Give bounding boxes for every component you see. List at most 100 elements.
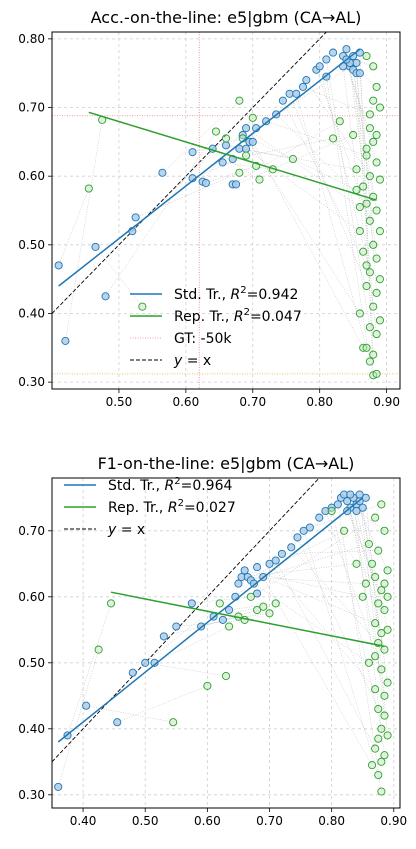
y-tick-label: 0.60 (18, 169, 45, 183)
pairing-line (349, 66, 374, 245)
legend-label: y = x (107, 522, 145, 538)
pairing-line (340, 497, 385, 531)
data-point (265, 609, 274, 618)
pairing-line (192, 138, 243, 153)
y-tick-label: 0.30 (18, 375, 45, 389)
data-point (371, 513, 380, 522)
pairing-line (117, 685, 208, 723)
data-point (278, 96, 287, 105)
y-tick-label: 0.50 (18, 238, 45, 252)
data-point (365, 110, 374, 119)
data-point (106, 599, 116, 608)
data-point (218, 158, 227, 167)
data-point (248, 137, 257, 146)
data-point (372, 158, 381, 167)
data-point (380, 711, 389, 720)
pairing-line (319, 66, 371, 273)
pairing-line (326, 76, 371, 362)
data-point (343, 497, 352, 506)
data-point (362, 151, 371, 160)
data-point (359, 247, 368, 256)
data-point (54, 261, 63, 270)
pairing-line (266, 121, 367, 156)
y-tick-label: 0.30 (18, 788, 45, 802)
data-point (371, 652, 380, 661)
data-point (371, 685, 380, 694)
data-point (221, 141, 231, 150)
data-point (371, 744, 380, 753)
chart-title: F1-on-the-line: e5|gbm (CA→AL) (98, 454, 355, 473)
x-tick-label: 0.40 (70, 814, 97, 828)
fit-line-std-tr (57, 497, 364, 743)
data-point (84, 184, 93, 193)
data-point (375, 275, 384, 284)
data-point (372, 369, 381, 378)
pairing-line (297, 537, 379, 710)
pairing-line (309, 504, 382, 528)
pairing-line (232, 138, 334, 160)
legend: Std. Tr., R2=0.942 Rep. Tr., R2=0.047 GT: … (130, 285, 302, 369)
data-point (349, 130, 358, 140)
pairing-line (222, 162, 273, 170)
data-point (287, 543, 296, 552)
data-point (277, 549, 286, 558)
x-tick-label: 0.70 (239, 395, 266, 409)
data-point (298, 82, 308, 91)
data-point (242, 124, 251, 133)
data-point (365, 357, 374, 366)
pairing-line (192, 155, 247, 179)
data-point (372, 254, 381, 263)
data-point (355, 227, 364, 236)
pairing-line (302, 86, 370, 115)
pairing-line (255, 55, 367, 129)
data-point (380, 645, 389, 654)
data-point (372, 330, 381, 339)
data-point (352, 559, 361, 568)
pairing-line (332, 52, 374, 67)
data-point (377, 757, 386, 766)
chart-panel-2: F1-on-the-line: e5|gbm (CA→AL) 0.40 0.50 0.… (18, 454, 407, 828)
pairing-line (343, 494, 385, 611)
data-point (242, 151, 251, 160)
data-point (262, 117, 271, 126)
data-point (288, 154, 297, 164)
data-point (218, 615, 227, 624)
data-point (315, 513, 324, 522)
pairing-line (213, 606, 264, 617)
data-point (221, 134, 231, 143)
data-point (169, 718, 178, 727)
data-point (158, 168, 167, 177)
data-point (215, 599, 224, 608)
data-point (374, 770, 383, 780)
pairing-line (205, 165, 257, 184)
pairing-line (275, 560, 376, 749)
data-point (293, 533, 302, 542)
pairing-line (303, 530, 379, 776)
data-point (369, 350, 378, 359)
pairing-line (256, 517, 376, 594)
data-point (362, 281, 371, 291)
data-point (377, 586, 386, 595)
pairing-line (222, 613, 270, 621)
data-point (187, 599, 196, 608)
pairing-line (235, 134, 354, 185)
data-point (369, 96, 378, 105)
data-point (367, 761, 377, 770)
data-point (255, 175, 264, 184)
legend-label: Std. Tr., R2=0.964 (108, 476, 232, 494)
x-tick-label: 0.50 (132, 814, 159, 828)
data-point (352, 165, 361, 174)
pairing-line (276, 114, 367, 204)
data-point (380, 579, 389, 588)
data-point (375, 103, 384, 112)
data-point (246, 592, 255, 601)
pairing-line (229, 603, 276, 611)
data-point (362, 51, 371, 61)
data-point (377, 500, 386, 509)
identity-line (52, 478, 320, 763)
pairing-line (282, 100, 367, 266)
x-tick-label: 0.50 (106, 395, 133, 409)
pairing-line (57, 649, 99, 787)
pairing-line (359, 494, 385, 716)
data-point (346, 490, 355, 499)
